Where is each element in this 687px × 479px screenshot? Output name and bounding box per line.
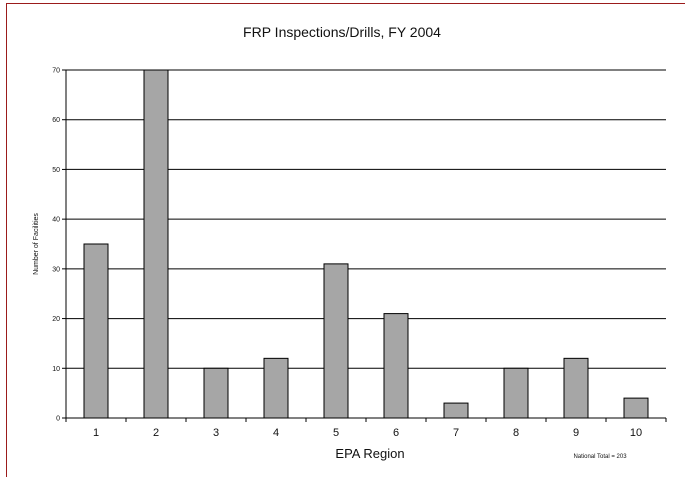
x-axis-ticks: 1 2 3 4 5 6 7 8 9 10 (65, 418, 667, 439)
bars (83, 69, 649, 419)
y-tick-label: 60 (52, 117, 60, 124)
x-tick-label: 9 (573, 427, 579, 439)
x-tick-label: 2 (153, 427, 159, 439)
x-tick-label: 8 (513, 427, 519, 439)
national-total-note: National Total = 203 (573, 454, 627, 460)
y-tick-label: 10 (52, 366, 60, 373)
x-tick-label: 1 (93, 427, 99, 439)
y-tick-label: 40 (52, 217, 60, 224)
bar-region-6 (383, 313, 409, 419)
bar-region-1 (83, 243, 109, 419)
chart-frame (6, 3, 685, 477)
x-tick-label: 7 (453, 427, 459, 439)
bar-region-7 (443, 402, 469, 419)
x-tick-label: 5 (333, 427, 339, 439)
bar-region-3 (203, 367, 229, 419)
bar-region-9 (563, 357, 589, 419)
y-axis-label: Number of Facilities (33, 213, 40, 275)
bar-region-2 (143, 69, 169, 419)
x-tick-label: 10 (630, 427, 642, 439)
x-tick-label: 3 (213, 427, 219, 439)
y-tick-label: 0 (56, 416, 60, 423)
bar-region-8 (503, 367, 529, 419)
x-axis-label: EPA Region (335, 446, 404, 461)
x-tick-label: 6 (393, 427, 399, 439)
x-tick-label: 4 (273, 427, 279, 439)
chart-title: FRP Inspections/Drills, FY 2004 (243, 24, 441, 40)
y-tick-label: 50 (52, 167, 60, 174)
bar-region-10 (623, 397, 649, 419)
y-tick-label: 20 (52, 316, 60, 323)
y-tick-label: 70 (52, 68, 60, 75)
y-tick-label: 30 (52, 266, 60, 273)
bar-region-5 (323, 263, 349, 419)
bar-region-4 (263, 357, 289, 419)
y-axis-ticks: 0 10 20 30 40 50 60 70 (52, 68, 66, 423)
gridlines (66, 69, 666, 369)
